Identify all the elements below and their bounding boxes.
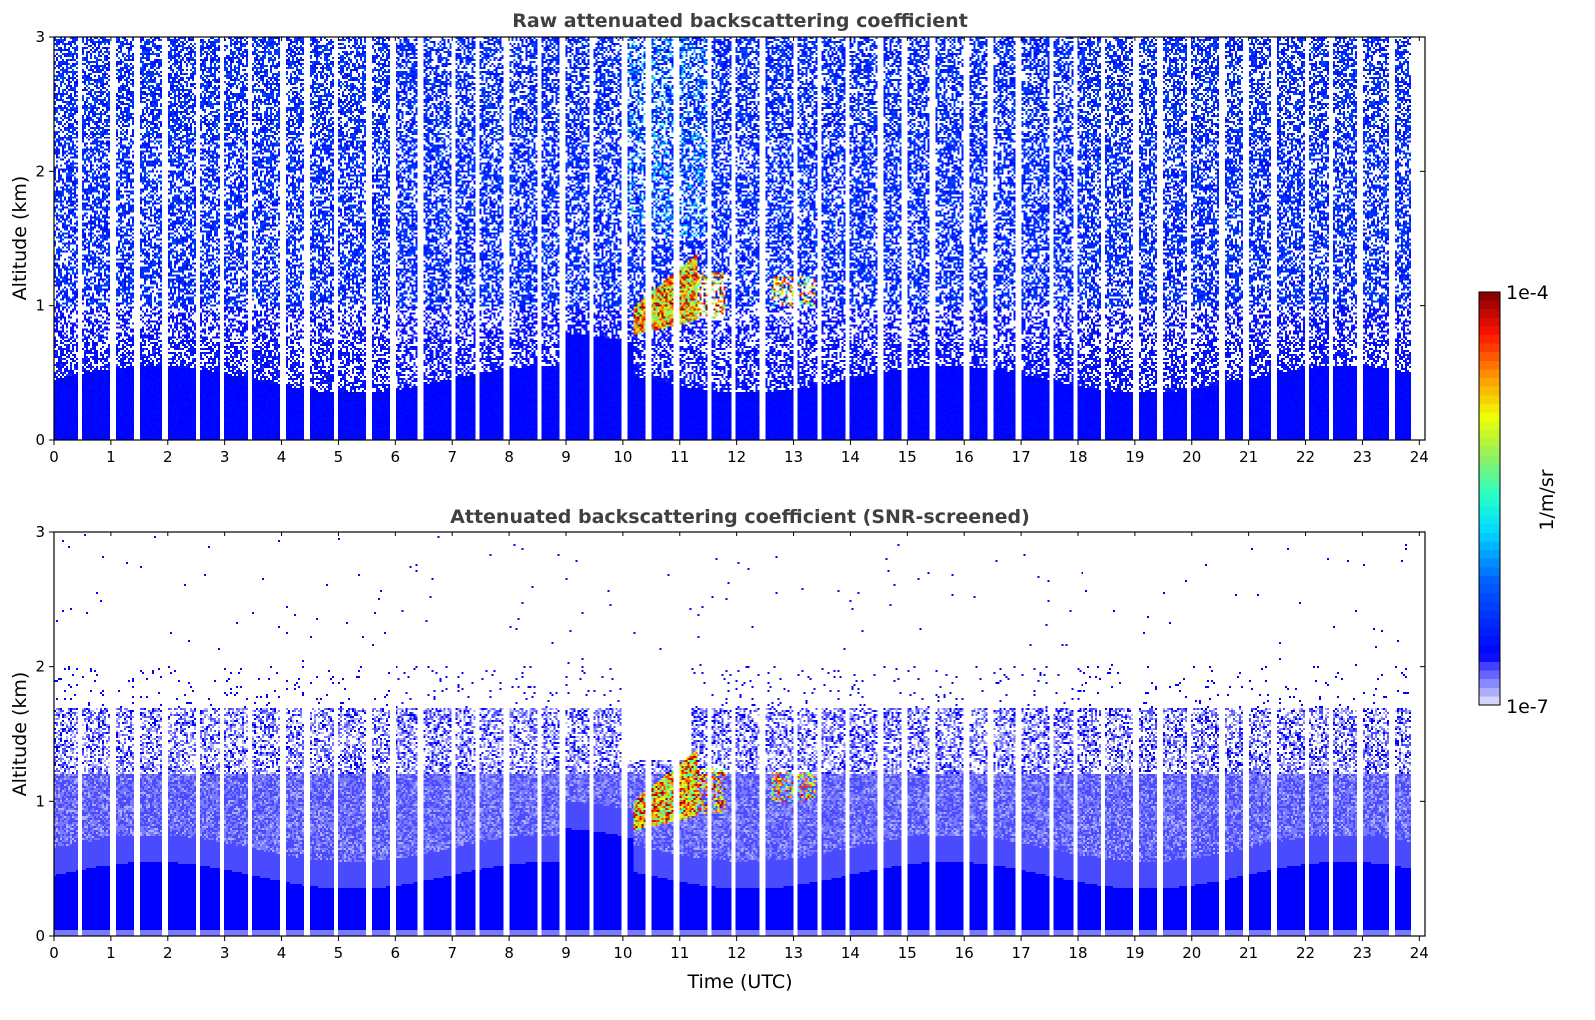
- x-tick-label: 10: [613, 944, 632, 962]
- x-tick-label: 12: [727, 448, 746, 466]
- x-tick-label: 15: [898, 448, 917, 466]
- x-tick-label: 0: [49, 944, 59, 962]
- x-tick-label: 24: [1410, 448, 1429, 466]
- x-tick-label: 4: [277, 944, 287, 962]
- x-tick-label: 18: [1068, 944, 1087, 962]
- x-tick-label: 5: [334, 944, 344, 962]
- colorbar: [1479, 292, 1500, 705]
- x-tick-label: 11: [670, 448, 689, 466]
- colorbar-unit-label: 1/m/sr: [1536, 469, 1558, 530]
- x-tick-label: 16: [955, 944, 974, 962]
- x-tick-label: 8: [504, 448, 514, 466]
- x-tick-label: 24: [1410, 944, 1429, 962]
- x-tick-label: 5: [334, 448, 344, 466]
- chart-title-raw: Raw attenuated backscattering coefficien…: [512, 10, 968, 32]
- colorbar-max-label: 1e-4: [1506, 282, 1549, 304]
- x-tick-label: 6: [391, 448, 401, 466]
- x-tick-label: 9: [561, 448, 571, 466]
- x-tick-label: 23: [1353, 448, 1372, 466]
- x-tick-label: 0: [49, 448, 59, 466]
- x-tick-label: 2: [163, 448, 173, 466]
- x-axis-label: Time (UTC): [686, 971, 792, 993]
- x-tick-label: 16: [955, 448, 974, 466]
- raw-backscatter-heatmap: [54, 37, 1425, 440]
- x-tick-label: 17: [1012, 944, 1031, 962]
- plot-frame-raw: [53, 36, 1426, 441]
- x-tick-label: 19: [1125, 448, 1144, 466]
- x-tick-label: 10: [613, 448, 632, 466]
- x-tick-label: 18: [1068, 448, 1087, 466]
- y-tick-label: 3: [35, 28, 45, 46]
- x-tick-label: 22: [1296, 448, 1315, 466]
- chart-title-snr: Attenuated backscattering coefficient (S…: [450, 506, 1030, 528]
- x-tick-label: 1: [106, 448, 116, 466]
- x-tick-label: 20: [1182, 944, 1201, 962]
- x-tick-label: 2: [163, 944, 173, 962]
- x-tick-label: 13: [784, 944, 803, 962]
- x-tick-label: 7: [447, 944, 457, 962]
- colorbar-frame: [1478, 291, 1501, 706]
- x-tick-label: 23: [1353, 944, 1372, 962]
- x-tick-label: 19: [1125, 944, 1144, 962]
- x-tick-label: 3: [220, 944, 230, 962]
- y-tick-label: 3: [35, 523, 45, 541]
- x-tick-label: 3: [220, 448, 230, 466]
- x-tick-label: 12: [727, 944, 746, 962]
- x-tick-label: 22: [1296, 944, 1315, 962]
- colorbar-min-label: 1e-7: [1506, 696, 1549, 718]
- x-tick-label: 1: [106, 944, 116, 962]
- x-tick-label: 11: [670, 944, 689, 962]
- x-tick-label: 9: [561, 944, 571, 962]
- x-tick-label: 4: [277, 448, 287, 466]
- snr-screened-backscatter-heatmap: [54, 532, 1425, 936]
- x-tick-label: 20: [1182, 448, 1201, 466]
- x-tick-label: 6: [391, 944, 401, 962]
- x-tick-label: 21: [1239, 944, 1258, 962]
- x-tick-label: 14: [841, 944, 860, 962]
- x-tick-label: 7: [447, 448, 457, 466]
- x-tick-label: 14: [841, 448, 860, 466]
- x-tick-label: 21: [1239, 448, 1258, 466]
- plot-frame-snr: [53, 531, 1426, 937]
- x-tick-label: 17: [1012, 448, 1031, 466]
- y-tick-label: 2: [35, 658, 45, 676]
- y-tick-label: 1: [35, 792, 45, 810]
- y-tick-label: 0: [35, 927, 45, 945]
- y-axis-label-snr: Altitude (km): [9, 672, 31, 797]
- y-tick-label: 0: [35, 431, 45, 449]
- y-tick-label: 2: [35, 162, 45, 180]
- y-tick-label: 1: [35, 297, 45, 315]
- x-tick-label: 15: [898, 944, 917, 962]
- x-tick-label: 8: [504, 944, 514, 962]
- x-tick-label: 13: [784, 448, 803, 466]
- y-axis-label-raw: Altitude (km): [9, 176, 31, 301]
